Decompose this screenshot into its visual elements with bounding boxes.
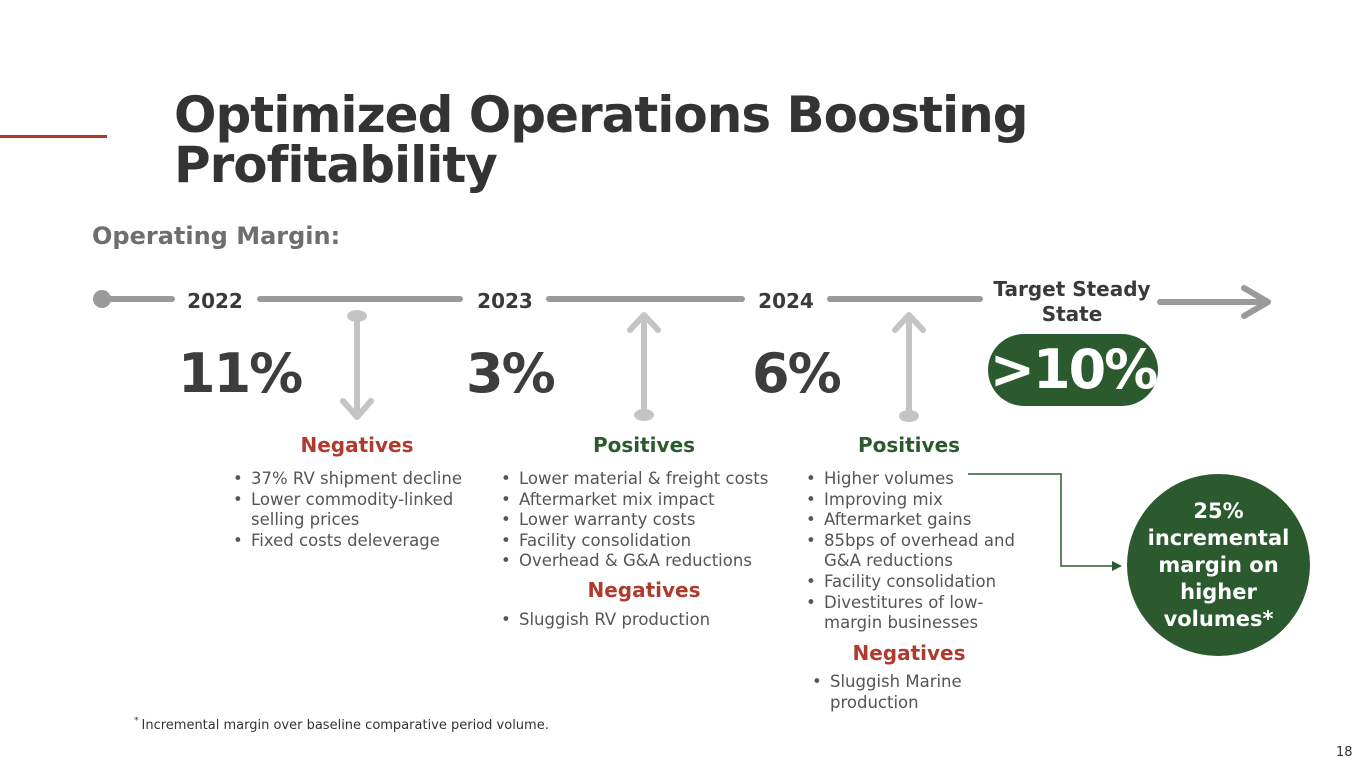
year-2024: 2024 bbox=[758, 289, 814, 313]
negatives-list-2024: Sluggish Marine production bbox=[812, 672, 1002, 713]
list-item: Improving mix bbox=[806, 490, 1031, 511]
negatives-heading-2023: Negatives bbox=[587, 578, 701, 602]
negatives-heading-2022: Negatives bbox=[300, 433, 414, 457]
year-2022: 2022 bbox=[187, 289, 243, 313]
list-item: Fixed costs deleverage bbox=[233, 531, 478, 552]
margin-2023: 3% bbox=[466, 342, 556, 405]
list-item: 37% RV shipment decline bbox=[233, 469, 478, 490]
positives-list-2023: Lower material & freight costs Aftermark… bbox=[501, 469, 796, 572]
negatives-heading-2024: Negatives bbox=[852, 641, 966, 665]
incremental-margin-callout: 25% incremental margin on higher volumes… bbox=[1127, 474, 1310, 656]
list-item: 85bps of overhead and G&A reductions bbox=[806, 531, 1031, 572]
list-item: Higher volumes bbox=[806, 469, 1031, 490]
negatives-list-2023: Sluggish RV production bbox=[501, 610, 761, 631]
accent-line bbox=[0, 135, 107, 138]
list-item: Facility consolidation bbox=[501, 531, 796, 552]
timeline-arrowhead bbox=[1241, 285, 1271, 319]
page-number: 18 bbox=[1336, 745, 1353, 760]
list-item: Divestitures of low-margin businesses bbox=[806, 593, 1031, 634]
list-item: Lower warranty costs bbox=[501, 510, 796, 531]
list-item: Sluggish Marine production bbox=[812, 672, 1002, 713]
list-item: Lower commodity-linked selling prices bbox=[233, 490, 478, 531]
positives-heading-2024: Positives bbox=[857, 433, 961, 457]
list-item: Aftermarket mix impact bbox=[501, 490, 796, 511]
list-item: Facility consolidation bbox=[806, 572, 1031, 593]
positives-list-2024: Higher volumes Improving mix Aftermarket… bbox=[806, 469, 1031, 634]
year-2023: 2023 bbox=[477, 289, 533, 313]
margin-2024: 6% bbox=[752, 342, 842, 405]
footnote-marker: * bbox=[134, 716, 139, 726]
operating-margin-label: Operating Margin: bbox=[92, 222, 341, 250]
footnote-text: Incremental margin over baseline compara… bbox=[141, 718, 549, 733]
page-title-line-2: Profitability bbox=[174, 136, 498, 194]
down-arrow-icon bbox=[340, 310, 374, 420]
margin-2022: 11% bbox=[178, 342, 303, 405]
up-arrow-icon bbox=[627, 312, 661, 421]
page-title-line-1: Optimized Operations Boosting bbox=[174, 86, 1029, 144]
list-item: Sluggish RV production bbox=[501, 610, 761, 631]
up-arrow-icon bbox=[892, 312, 926, 422]
target-steady-state-label: Target Steady State bbox=[993, 277, 1151, 326]
list-item: Aftermarket gains bbox=[806, 510, 1031, 531]
page-title: Optimized Operations Boosting Profitabil… bbox=[174, 90, 1074, 190]
list-item: Overhead & G&A reductions bbox=[501, 551, 796, 572]
negatives-list-2022: 37% RV shipment decline Lower commodity-… bbox=[233, 469, 478, 551]
footnote: * Incremental margin over baseline compar… bbox=[134, 716, 549, 733]
list-item: Lower material & freight costs bbox=[501, 469, 796, 490]
positives-heading-2023: Positives bbox=[592, 433, 696, 457]
target-margin-badge: >10% bbox=[988, 334, 1158, 406]
